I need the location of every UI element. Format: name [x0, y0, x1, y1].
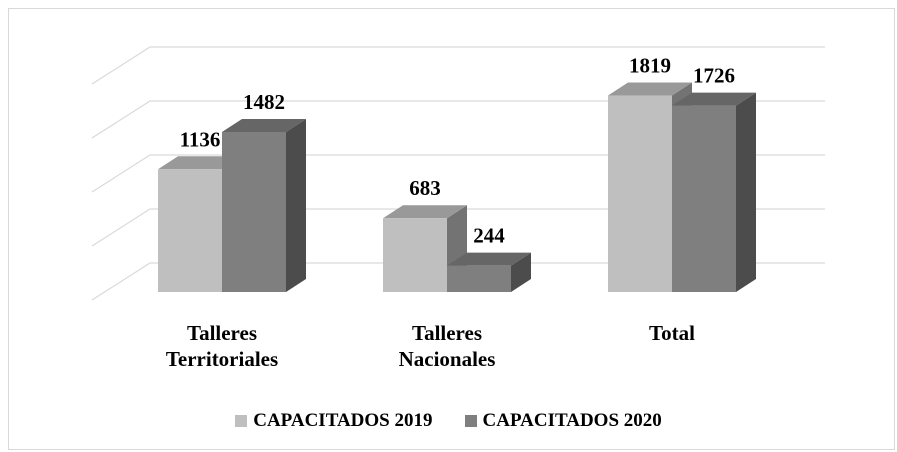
legend-label: CAPACITADOS 2019	[253, 410, 433, 431]
data-label: 1726	[693, 64, 735, 88]
x-tick-label: Total	[649, 321, 695, 345]
bar-front	[158, 169, 222, 292]
frame	[8, 8, 895, 450]
data-label: 244	[473, 224, 505, 248]
data-label: 683	[409, 176, 441, 200]
grid-line	[91, 100, 825, 139]
bar-front	[383, 218, 447, 292]
bar-front	[672, 105, 736, 292]
x-tick-label: Talleres Nacionales	[398, 321, 496, 371]
data-label: 1482	[243, 90, 285, 114]
bar	[447, 252, 531, 292]
bar-side	[511, 252, 531, 292]
bar-top	[447, 252, 531, 266]
bar-top	[672, 92, 756, 106]
legend-item: CAPACITADOS 2020	[464, 410, 662, 432]
legend-swatch	[235, 415, 248, 427]
grid-line	[91, 154, 825, 193]
legend-swatch	[464, 415, 477, 427]
bar-top	[222, 118, 306, 132]
legend: CAPACITADOS 2019 CAPACITADOS 2020	[0, 410, 897, 432]
data-label: 1136	[180, 127, 221, 151]
bar-top	[158, 156, 242, 170]
x-tick-label: Talleres Territoriales	[165, 321, 279, 371]
legend-item: CAPACITADOS 2019	[235, 410, 433, 432]
bar	[222, 118, 306, 292]
bar-front	[222, 131, 286, 292]
bar	[672, 92, 756, 292]
grid-line	[91, 46, 825, 85]
grid-line	[91, 262, 825, 301]
bar-side	[286, 118, 306, 292]
data-label: 1819	[629, 54, 671, 78]
legend-label: CAPACITADOS 2020	[482, 410, 662, 431]
bar-front	[447, 265, 511, 292]
bar-top	[383, 205, 467, 219]
bar-top	[608, 82, 692, 96]
grid-line	[91, 208, 825, 247]
bar-side	[736, 92, 756, 292]
bar-front	[608, 95, 672, 292]
